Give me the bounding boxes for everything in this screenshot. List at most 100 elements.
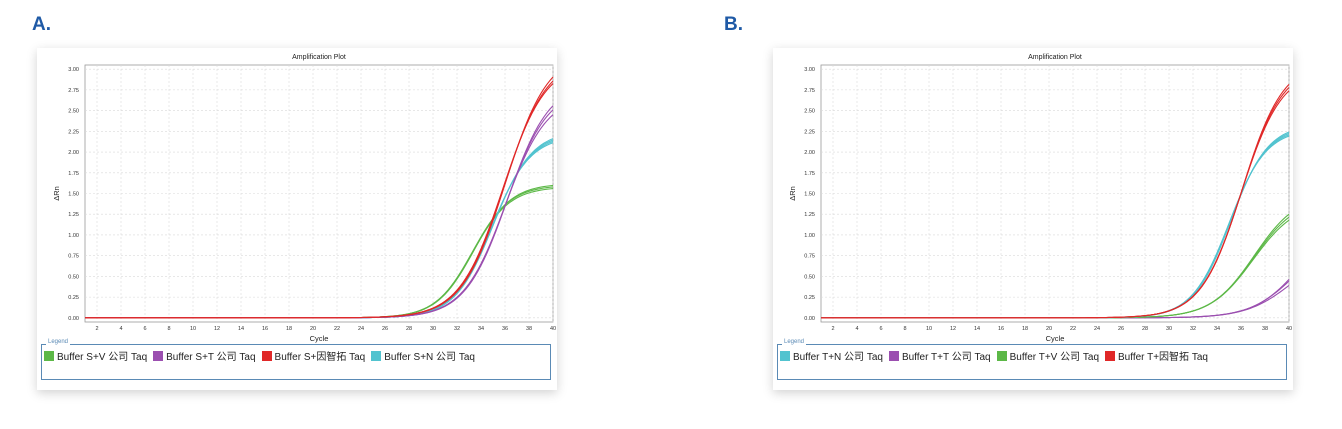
- panel-b-x-tick-label: 16: [998, 326, 1004, 332]
- panel-b-x-tick-label: 2: [831, 326, 834, 332]
- panel-b-y-tick-label: 0.75: [804, 254, 815, 260]
- panel-a-chart-svg: Amplification Plot 0.00 0.25 0.50 0.75 1.00 1.…: [52, 54, 556, 343]
- panel-b-x-tick-label: 10: [926, 326, 932, 332]
- panel-a-legend-item: Buffer S+N 公司 Taq: [371, 348, 475, 363]
- panel-b-x-tick-label: 34: [1214, 326, 1220, 332]
- panel-a-y-axis-label: ΔRn: [52, 186, 61, 201]
- panel-a-legend-title: Legend: [46, 339, 71, 345]
- panel-b-y-tick-label: 0.00: [804, 316, 815, 322]
- panel-a-x-tick-label: 2: [95, 326, 98, 332]
- panel-b-legend-swatch: [780, 350, 790, 361]
- panel-b-legend-item: Buffer T+因智拓 Taq: [1105, 348, 1208, 363]
- panel-a-x-tick-label: 6: [143, 326, 146, 332]
- panel-a-y-tick-label: 2.00: [68, 150, 79, 156]
- panel-b-legend-label: Buffer T+V 公司 Taq: [1009, 352, 1100, 363]
- panel-a-y-tick-label: 0.75: [68, 254, 79, 260]
- panel-a-y-tick-label: 2.75: [68, 88, 79, 94]
- panel-b-chart-svg: Amplification Plot 0.00 0.25 0.50 0.75 1.00 1.…: [788, 54, 1292, 343]
- panel-b-series-line: [821, 84, 1290, 319]
- panel-b-y-tick-label: 0.50: [804, 274, 815, 280]
- panel-b-legend-title: Legend: [782, 339, 807, 345]
- panel-a-x-tick-label: 40: [550, 326, 556, 332]
- panel-b-legend-item: Buffer T+N 公司 Taq: [780, 348, 883, 363]
- panel-b-label: B.: [724, 14, 743, 35]
- panel-a-legend-swatch: [371, 350, 382, 361]
- panel-b-legend-swatch: [888, 350, 899, 361]
- panel-a-legend-items: Buffer S+V 公司 Taq Buffer S+T 公司 Taq Buffer…: [44, 348, 475, 363]
- panel-a-legend-item: Buffer S+因智拓 Taq: [261, 348, 366, 363]
- panel-b-x-tick-label: 4: [855, 326, 858, 332]
- panel-a-y-tick-label: 1.25: [68, 212, 79, 218]
- panel-b-y-tick-label: 1.75: [804, 171, 815, 177]
- panel-b-x-tick-label: 36: [1238, 326, 1244, 332]
- panel-b-x-tick-label: 28: [1142, 326, 1148, 332]
- panel-b-legend-swatch: [996, 350, 1007, 361]
- panel-a-x-tick-label: 38: [526, 326, 532, 332]
- panel-a-legend-swatch: [261, 350, 272, 361]
- panel-a-x-tick-label: 18: [286, 326, 292, 332]
- panel-b-x-tick-label: 40: [1286, 326, 1292, 332]
- panel-b-y-tick-label: 2.75: [804, 88, 815, 94]
- panel-b-x-tick-label: 20: [1046, 326, 1052, 332]
- panel-a-x-tick-label: 16: [262, 326, 268, 332]
- panel-a-label: A.: [32, 14, 51, 35]
- panel-b-legend-swatch: [1105, 350, 1116, 361]
- panel-b-y-tick-label: 0.25: [804, 295, 815, 301]
- panel-b-x-tick-label: 24: [1094, 326, 1100, 332]
- panel-a-plot: Amplification Plot 0.00 0.25 0.50 0.75 1.00 1.…: [37, 48, 557, 390]
- panel-b-x-tick-label: 14: [974, 326, 980, 332]
- panel-a-legend-label: Buffer S+因智拓 Taq: [274, 352, 366, 363]
- panel-a-x-tick-label: 12: [214, 326, 220, 332]
- panel-b-legend-item: Buffer T+T 公司 Taq: [888, 348, 991, 363]
- panel-a-y-tick-label: 2.25: [68, 129, 79, 135]
- panel-a-x-tick-label: 34: [478, 326, 484, 332]
- panel-b-y-axis-label: ΔRn: [788, 186, 797, 201]
- panel-b-x-tick-label: 22: [1070, 326, 1076, 332]
- panel-b-legend-items: Buffer T+N 公司 Taq Buffer T+T 公司 Taq Buffer…: [780, 348, 1208, 363]
- panel-a-legend-item: Buffer S+T 公司 Taq: [153, 348, 256, 363]
- panel-a-x-tick-label: 28: [406, 326, 412, 332]
- panel-a-x-tick-label: 22: [334, 326, 340, 332]
- panel-a-y-tick-label: 3.00: [68, 67, 79, 73]
- panel-a-y-tick-label: 1.00: [68, 233, 79, 239]
- panel-b-y-tick-label: 1.25: [804, 212, 815, 218]
- panel-b-x-tick-label: 32: [1190, 326, 1196, 332]
- panel-a-legend-swatch: [44, 350, 54, 361]
- panel-b-plot: Amplification Plot 0.00 0.25 0.50 0.75 1.00 1.…: [773, 48, 1293, 390]
- panel-b-y-tick-label: 3.00: [804, 67, 815, 73]
- panel-a-x-axis-label: Cycle: [310, 334, 329, 343]
- panel-a-legend-label: Buffer S+T 公司 Taq: [166, 352, 256, 363]
- panel-a-x-tick-label: 10: [190, 326, 196, 332]
- panel-b-x-tick-label: 12: [950, 326, 956, 332]
- panel-a-y-tick-label: 0.25: [68, 295, 79, 301]
- panel-b-legend-label: Buffer T+因智拓 Taq: [1118, 352, 1208, 363]
- panel-b-x-axis-label: Cycle: [1046, 334, 1065, 343]
- panel-b-y-tick-label: 1.00: [804, 233, 815, 239]
- panel-a-y-tick-label: 0.50: [68, 274, 79, 280]
- panel-a-x-tick-label: 14: [238, 326, 244, 332]
- panel-b-x-tick-label: 6: [879, 326, 882, 332]
- panel-b-y-tick-label: 2.00: [804, 150, 815, 156]
- panel-b-legend-label: Buffer T+T 公司 Taq: [901, 352, 991, 363]
- panel-b-legend-item: Buffer T+V 公司 Taq: [996, 348, 1100, 363]
- panel-a-series-line: [85, 76, 554, 319]
- panel-b-x-tick-label: 8: [903, 326, 906, 332]
- panel-b-x-tick-label: 26: [1118, 326, 1124, 332]
- panel-b-x-tick-label: 38: [1262, 326, 1268, 332]
- panel-b-legend: Legend Buffer T+N 公司 Taq Buffer T+T 公司 Ta…: [777, 339, 1287, 380]
- panel-a-legend-item: Buffer S+V 公司 Taq: [44, 348, 147, 363]
- panel-a-x-tick-label: 36: [502, 326, 508, 332]
- panel-a-x-tick-label: 26: [382, 326, 388, 332]
- panel-a-chart-title: Amplification Plot: [292, 54, 346, 61]
- panel-b-legend-label: Buffer T+N 公司 Taq: [793, 352, 883, 363]
- panel-a-legend: Legend Buffer S+V 公司 Taq Buffer S+T 公司 Ta…: [41, 339, 551, 380]
- panel-a-x-tick-label: 32: [454, 326, 460, 332]
- panel-a-y-tick-label: 1.50: [68, 192, 79, 198]
- panel-b-y-tick-label: 2.25: [804, 129, 815, 135]
- panel-a-legend-swatch: [153, 350, 164, 361]
- panel-b-chart-title: Amplification Plot: [1028, 54, 1082, 61]
- panel-a-x-tick-label: 20: [310, 326, 316, 332]
- panel-b-y-tick-label: 1.50: [804, 192, 815, 198]
- panel-a-y-tick-label: 1.75: [68, 171, 79, 177]
- panel-a-legend-label: Buffer S+V 公司 Taq: [57, 352, 148, 363]
